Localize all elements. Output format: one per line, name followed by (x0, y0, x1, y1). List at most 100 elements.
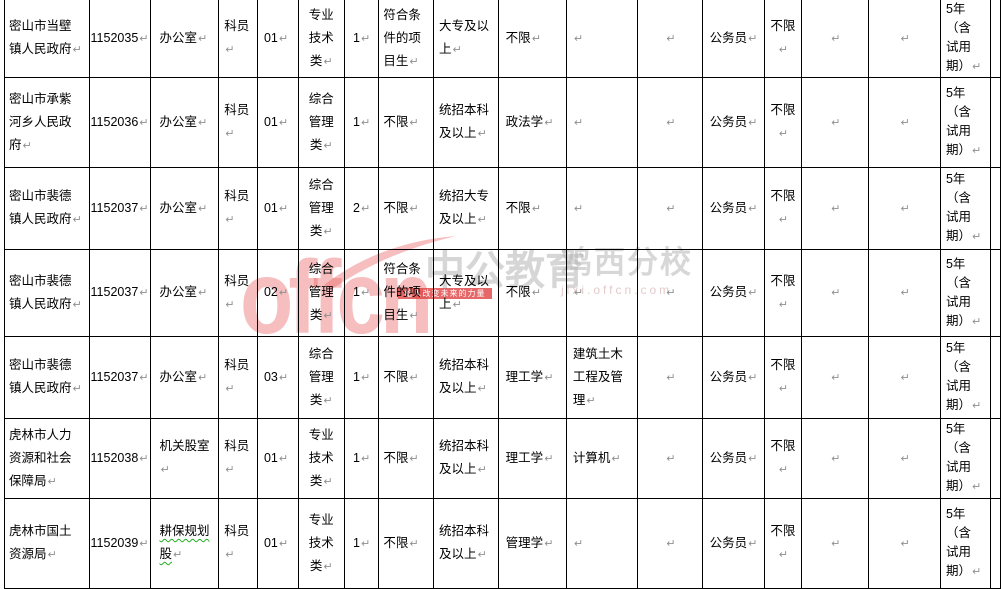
table-cell: 不限↵ (763, 0, 803, 78)
cell-text: 公务员 (709, 450, 748, 465)
table-row: 虎林市国土 资源局↵ 1152039↵ 耕保规划 股↵ 科员↵ 01↵ 专业 技术 类↵ 1… (4, 498, 1001, 589)
table-cell: 1152039↵ (88, 498, 151, 589)
paragraph-mark-icon: ↵ (409, 537, 419, 550)
cell-text: 不限 (770, 439, 796, 453)
paragraph-mark-icon: ↵ (831, 537, 841, 550)
cell-text: 不限 (770, 273, 796, 288)
paragraph-mark-icon: ↵ (748, 202, 758, 215)
cell-text: 科员 (224, 524, 250, 538)
paragraph-mark-icon: ↵ (544, 116, 554, 129)
table-row: 密山市当壁 镇人民政府↵ 1152035↵ 办公室↵ 科员↵ 01↵ 专业 技术 类↵ 1↵… (4, 0, 1001, 78)
table-cell: ↵ (868, 336, 941, 419)
cell-text: 大专及以 上 (438, 19, 489, 56)
paragraph-mark-icon: ↵ (409, 202, 419, 215)
paragraph-mark-icon: ↵ (361, 287, 371, 299)
paragraph-mark-icon: ↵ (831, 202, 841, 215)
cell-text: 统招大专 及以上 (438, 189, 489, 226)
table-cell: 统招本科 及以上↵ (432, 498, 499, 589)
cell-text: 密山市承紫 河乡人民政 府 (9, 91, 72, 152)
cell-text: 公务员 (709, 535, 748, 550)
table-cell: 不限↵ (763, 498, 803, 589)
table-row: 密山市承紫 河乡人民政 府↵ 1152036↵ 办公室↵ 科员↵ 01↵ 综合 管理 类↵… (4, 77, 1001, 168)
paragraph-mark-icon: ↵ (778, 128, 788, 140)
paragraph-mark-icon: ↵ (409, 371, 419, 384)
table-cell: 科员 ↵ (218, 418, 258, 499)
cell-text: 办公室 (159, 30, 198, 45)
table-cell: 公务员↵ (702, 249, 765, 337)
cell-text: 1 (353, 285, 360, 299)
paragraph-mark-icon: ↵ (611, 452, 621, 465)
paragraph-mark-icon: ↵ (666, 32, 676, 45)
paragraph-mark-icon: ↵ (361, 537, 371, 550)
table-cell: 科员 ↵ (218, 249, 258, 337)
paragraph-mark-icon: ↵ (452, 298, 462, 311)
paragraph-mark-icon: ↵ (225, 128, 235, 140)
paragraph-mark-icon: ↵ (900, 537, 910, 550)
table-cell: ↵ (801, 77, 870, 168)
table-cell-clipped (990, 498, 1001, 589)
cell-text: 5年 （含 试用 期） (945, 256, 971, 328)
paragraph-mark-icon: ↵ (831, 32, 841, 45)
paragraph-mark-icon: ↵ (409, 116, 419, 129)
table-cell: 01↵ (256, 167, 299, 250)
paragraph-mark-icon: ↵ (900, 371, 910, 384)
cell-text: 不限 (770, 103, 796, 117)
paragraph-mark-icon: ↵ (225, 214, 235, 226)
table-cell: 公务员↵ (702, 498, 765, 589)
paragraph-mark-icon: ↵ (47, 549, 57, 561)
table-cell: 不限 ↵ (763, 249, 803, 337)
table-cell: 1152035↵ (88, 0, 151, 78)
cell-text: 机关股室 (159, 439, 210, 453)
paragraph-mark-icon: ↵ (173, 549, 183, 561)
paragraph-mark-icon: ↵ (225, 383, 235, 395)
table-cell: 专业 技术 类↵ (297, 418, 345, 499)
paragraph-mark-icon: ↵ (139, 452, 149, 465)
table-cell: 不限↵ (763, 167, 803, 250)
paragraph-mark-icon: ↵ (748, 287, 758, 299)
table-cell: 公务员↵ (702, 167, 765, 250)
cell-text: 不限 (383, 535, 409, 550)
table-cell: 不限↵ (763, 418, 803, 499)
paragraph-mark-icon: ↵ (323, 55, 333, 68)
table-cell: 统招大专 及以上↵ (432, 167, 499, 250)
paragraph-mark-icon: ↵ (139, 287, 149, 299)
paragraph-mark-icon: ↵ (666, 116, 676, 129)
table-cell-clipped (990, 0, 1001, 78)
table-cell: 不限↵ (378, 167, 434, 250)
table-cell: ↵ (565, 167, 639, 250)
table-cell: 不限↵ (497, 167, 567, 250)
table-cell: 密山市承紫 河乡人民政 府↵ (4, 77, 90, 168)
table-cell: 综合 管理 类↵ (297, 167, 345, 250)
paragraph-mark-icon: ↵ (544, 452, 554, 465)
cell-text: 公务员 (709, 285, 748, 299)
paragraph-mark-icon: ↵ (72, 383, 82, 395)
cell-text: 不限 (770, 524, 796, 538)
cell-text: 科员 (224, 439, 250, 453)
paragraph-mark-icon: ↵ (139, 537, 149, 550)
cell-text: 1152035 (90, 30, 139, 45)
cell-text: 管理学 (505, 535, 544, 550)
paragraph-mark-icon: ↵ (778, 298, 788, 311)
table-row: 密山市裴德 镇人民政府↵ 1152037↵ 办公室↵ 科员↵ 02↵ 综合 管理 类↵ 1↵… (4, 249, 1001, 337)
cell-text: 1152036 (90, 114, 139, 129)
table-cell: 5年 （含 试用 期）↵ (939, 167, 992, 250)
table-cell: 1↵ (343, 418, 380, 499)
table-cell: 不限↵ (378, 77, 434, 168)
table-cell: ↵ (565, 0, 639, 78)
table-cell: ↵ (801, 498, 870, 589)
table-cell: 办公室↵ (149, 249, 220, 337)
paragraph-mark-icon: ↵ (477, 549, 487, 561)
paragraph-mark-icon: ↵ (900, 202, 910, 215)
paragraph-mark-icon: ↵ (160, 464, 170, 476)
table-cell: 专业 技术 类↵ (297, 498, 345, 589)
paragraph-mark-icon: ↵ (831, 371, 841, 384)
paragraph-mark-icon: ↵ (573, 202, 584, 215)
paragraph-mark-icon: ↵ (748, 537, 758, 550)
cell-text: 01 (263, 200, 278, 215)
document-page: { "watermark": { "logo_text": "offcn", "… (4, 0, 1001, 589)
cell-text: 1 (353, 30, 360, 45)
cell-text: 理工学 (505, 369, 544, 384)
table-cell: 1↵ (343, 249, 380, 337)
cell-text: 5年 （含 试用 期） (945, 341, 971, 412)
table-cell: ↵ (637, 249, 704, 337)
